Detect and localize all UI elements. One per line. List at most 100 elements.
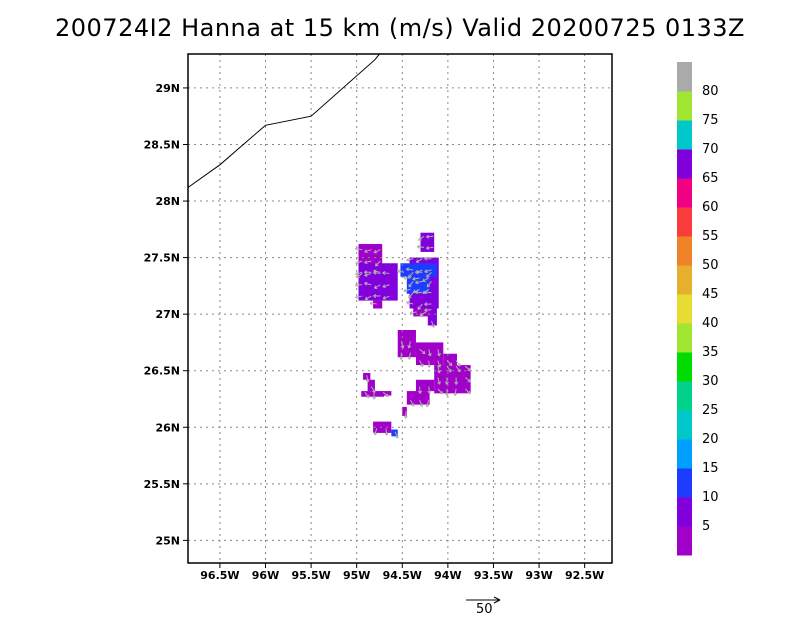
wind-vector-head: [454, 381, 459, 385]
wind-vector-head: [373, 270, 377, 275]
wind-field: [358, 232, 471, 437]
colorbar-label: 65: [702, 171, 719, 186]
wind-vector-head: [385, 393, 390, 398]
wind-vector-head: [426, 246, 430, 250]
wind-region-19: [382, 391, 392, 396]
lon-tick-label: 94.5W: [383, 569, 422, 582]
colorbar-swatch: [677, 120, 692, 150]
wind-vector-head: [425, 403, 430, 408]
colorbar-label: 35: [702, 345, 719, 360]
wind-vector-head: [403, 288, 407, 293]
plot-frame: [187, 53, 613, 564]
lat-tick-label: 28.5N: [144, 138, 180, 151]
colorbar-label: 70: [702, 142, 719, 157]
colorbar-label: 75: [702, 113, 719, 128]
wind-region-12: [443, 353, 457, 366]
wind-region-9: [413, 308, 430, 317]
wind-vector: [364, 260, 372, 264]
wind-vector: [382, 272, 390, 274]
wind-vector-head: [364, 249, 368, 254]
wind-vector: [422, 288, 430, 294]
wind-vector-head: [410, 403, 415, 407]
wind-vector-head: [364, 272, 368, 277]
wind-region-5: [400, 263, 437, 277]
wind-region-18: [361, 391, 385, 397]
colorbar-swatch: [677, 294, 692, 324]
wind-vector-head: [412, 289, 417, 294]
wind-region-21: [391, 429, 398, 437]
wind-vector-head: [355, 271, 359, 276]
wind-vector-head: [365, 394, 370, 399]
wind-vector: [428, 349, 431, 357]
colorbar-swatch: [677, 497, 692, 527]
wind-vector-head: [354, 295, 359, 299]
wind-vector: [437, 388, 443, 395]
wind-vector: [364, 282, 372, 286]
wind-vector-head: [424, 308, 428, 313]
wind-vector: [437, 377, 441, 385]
plot-background: [188, 54, 612, 563]
colorbar-label: 45: [702, 287, 719, 302]
wind-vector-head: [384, 432, 389, 436]
wind-vector-head: [426, 283, 431, 288]
wind-vector: [424, 309, 432, 311]
wind-vector: [408, 271, 414, 278]
wind-vector-head: [444, 381, 449, 385]
wind-vector-head: [406, 300, 410, 305]
colorbar-label: 20: [702, 432, 719, 447]
wind-vector-head: [415, 270, 419, 275]
wind-vector-head: [420, 363, 424, 368]
wind-vector: [410, 399, 415, 407]
lat-tick-label: 26N: [155, 421, 180, 434]
wind-vector-head: [437, 381, 441, 385]
lat-tick-label: 29N: [155, 82, 180, 95]
lon-tick-label: 96.5W: [200, 569, 239, 582]
wind-vector-head: [427, 390, 432, 394]
colorbar-label: 5: [702, 519, 710, 534]
wind-vector-head: [422, 278, 426, 282]
wind-vector-head: [372, 396, 377, 400]
colorbar-label: 25: [702, 403, 719, 418]
colorbar-label: 80: [702, 84, 719, 99]
wind-vector: [382, 284, 390, 288]
lat-tick-label: 25.5N: [144, 478, 180, 491]
wind-vector-head: [405, 267, 410, 272]
wind-vector: [454, 388, 457, 396]
wind-vector-head: [415, 259, 420, 263]
wind-vector-head: [406, 257, 410, 262]
lat-tick-label: 25N: [155, 534, 180, 547]
colorbar-label: 15: [702, 461, 719, 476]
wind-vector-head: [373, 293, 377, 298]
colorbar-swatch: [677, 526, 692, 556]
wind-vector-head: [354, 282, 359, 287]
wind-vector-head: [427, 353, 432, 357]
colorbar-swatch: [677, 178, 692, 208]
colorbar-swatch: [677, 439, 692, 469]
wind-vector: [366, 375, 369, 383]
wind-vector: [418, 235, 425, 241]
colorbar-swatch: [677, 149, 692, 179]
wind-vector-head: [467, 390, 471, 395]
lat-tick-label: 28N: [155, 195, 180, 208]
wind-vector-head: [437, 353, 441, 357]
wind-vector-head: [424, 269, 428, 274]
wind-vector-head: [407, 345, 412, 349]
wind-vector: [419, 311, 427, 316]
wind-vector-head: [373, 249, 378, 254]
wind-vector: [419, 348, 426, 355]
wind-vector: [446, 360, 453, 366]
wind-vector-head: [409, 310, 414, 315]
lon-tick-label: 93.5W: [474, 569, 513, 582]
wind-vector-head: [412, 276, 416, 281]
wind-vector-head: [364, 260, 368, 265]
wind-vector: [406, 258, 414, 261]
colorbar: 5 10 15 20 25 30 35 40 45 50 55 60 65 70 75 80: [677, 62, 719, 556]
lat-tick-label: 26.5N: [144, 365, 180, 378]
coastline: [187, 53, 380, 188]
lon-tick-label: 95.5W: [291, 569, 330, 582]
wind-vector-head: [369, 301, 373, 306]
wind-vector: [437, 349, 440, 357]
wind-vector: [426, 235, 434, 238]
colorbar-swatch: [677, 410, 692, 440]
